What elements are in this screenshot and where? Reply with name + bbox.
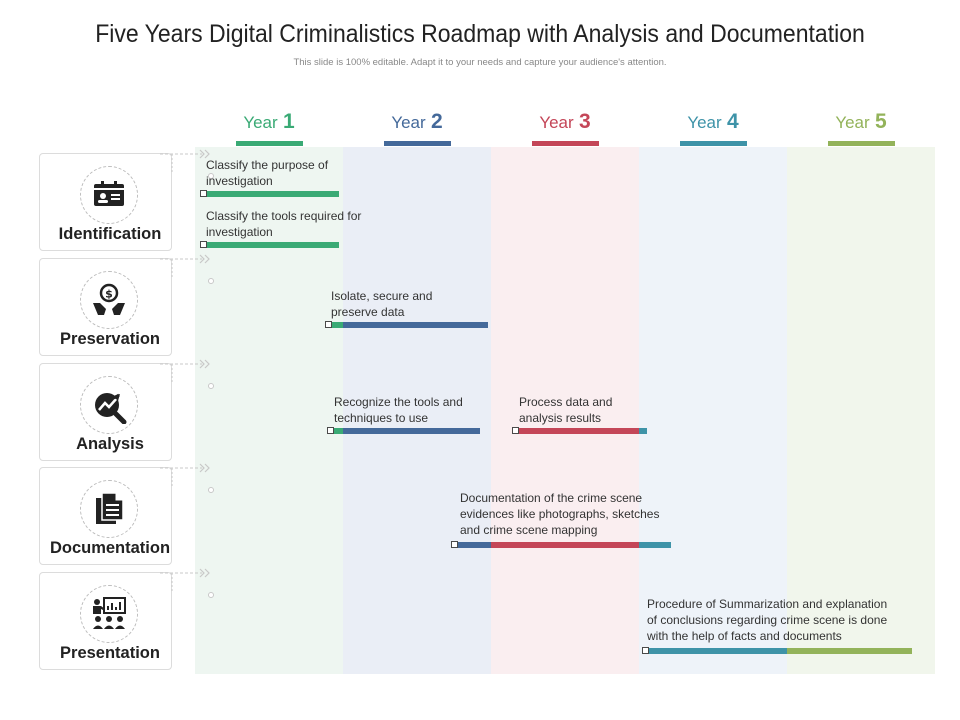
task-start-marker (325, 321, 332, 328)
year-label: Year (539, 113, 574, 132)
task-bar (330, 428, 343, 434)
task-bar (491, 542, 639, 548)
task-bar (343, 428, 480, 434)
documents-icon (96, 492, 124, 524)
phase-documentation: Documentation (39, 463, 214, 565)
year-5-underline (828, 141, 895, 146)
year-number: 4 (726, 110, 739, 133)
presentation-icon (93, 597, 126, 629)
task-start-marker (451, 541, 458, 548)
task-bar (328, 322, 343, 328)
task-text: Documentation of the crime scene evidenc… (460, 491, 660, 537)
task-text: Process data and analysis results (519, 395, 613, 425)
year-label: Year (687, 113, 722, 132)
year-2-column (343, 147, 491, 674)
task-bar (639, 428, 647, 434)
year-4-underline (680, 141, 747, 146)
chart-magnifier-icon-circle (80, 376, 138, 434)
phase-label: Preservation (60, 330, 160, 348)
task-bar (515, 428, 639, 434)
svg-text:$: $ (105, 288, 113, 301)
year-number: 1 (282, 110, 295, 133)
task-start-marker (512, 427, 519, 434)
task-bar (202, 191, 339, 197)
task-text: Classify the tools required for investig… (206, 209, 362, 239)
task-start-marker (200, 190, 207, 197)
money-hands-icon-circle: $ (80, 271, 138, 329)
presentation-icon-circle (80, 585, 138, 643)
year-3-underline (532, 141, 599, 146)
connector-arrow-icon (160, 254, 214, 284)
phase-presentation: Presentation (39, 568, 214, 670)
year-1-underline (236, 141, 303, 146)
phase-analysis: Analysis (39, 359, 214, 461)
phase-identification: Identification (39, 149, 214, 251)
task-start-marker (327, 427, 334, 434)
year-1-column (195, 147, 343, 674)
task-start-marker (642, 647, 649, 654)
phase-label: Documentation (49, 539, 171, 557)
task-text: Procedure of Summarization and explanati… (647, 597, 888, 643)
phase-label: Analysis (76, 435, 144, 453)
year-2-header: Year 2 (343, 110, 491, 134)
task-bar (787, 648, 912, 654)
year-3-header: Year 3 (491, 110, 639, 134)
phase-label: Presentation (60, 644, 160, 662)
year-5-column (787, 147, 935, 674)
money-hands-icon: $ (93, 283, 125, 315)
year-label: Year (835, 113, 870, 132)
year-3-column (491, 147, 639, 674)
task-bar (644, 648, 787, 654)
year-4-header: Year 4 (639, 110, 787, 134)
year-number: 2 (430, 110, 443, 133)
slide-title: Five Years Digital Criminalistics Roadma… (95, 20, 865, 48)
phase-preservation: $ Preservation (39, 254, 214, 356)
id-card-icon-circle (80, 166, 138, 224)
year-5-header: Year 5 (787, 110, 935, 134)
year-2-underline (384, 141, 451, 146)
connector-arrow-icon (160, 149, 214, 179)
task-bar (639, 542, 671, 548)
year-label: Year (243, 113, 278, 132)
documents-icon-circle (80, 480, 138, 538)
year-4-column (639, 147, 787, 674)
slide-subtitle: This slide is 100% editable. Adapt it to… (293, 57, 667, 68)
connector-arrow-icon (160, 568, 214, 598)
task-bar (455, 542, 491, 548)
id-card-icon (94, 181, 124, 206)
task-start-marker (200, 241, 207, 248)
connector-arrow-icon (160, 359, 214, 389)
connector-arrow-icon (160, 463, 214, 493)
chart-magnifier-icon (95, 393, 127, 424)
year-number: 5 (874, 110, 887, 133)
phase-label: Identification (58, 225, 162, 243)
task-bar (343, 322, 488, 328)
task-text: Isolate, secure and preserve data (331, 289, 433, 319)
task-text: Recognize the tools and techniques to us… (334, 395, 463, 425)
year-label: Year (391, 113, 426, 132)
task-text: Classify the purpose of investigation (206, 158, 329, 188)
year-number: 3 (578, 110, 591, 133)
year-1-header: Year 1 (195, 110, 343, 134)
task-bar (202, 242, 339, 248)
